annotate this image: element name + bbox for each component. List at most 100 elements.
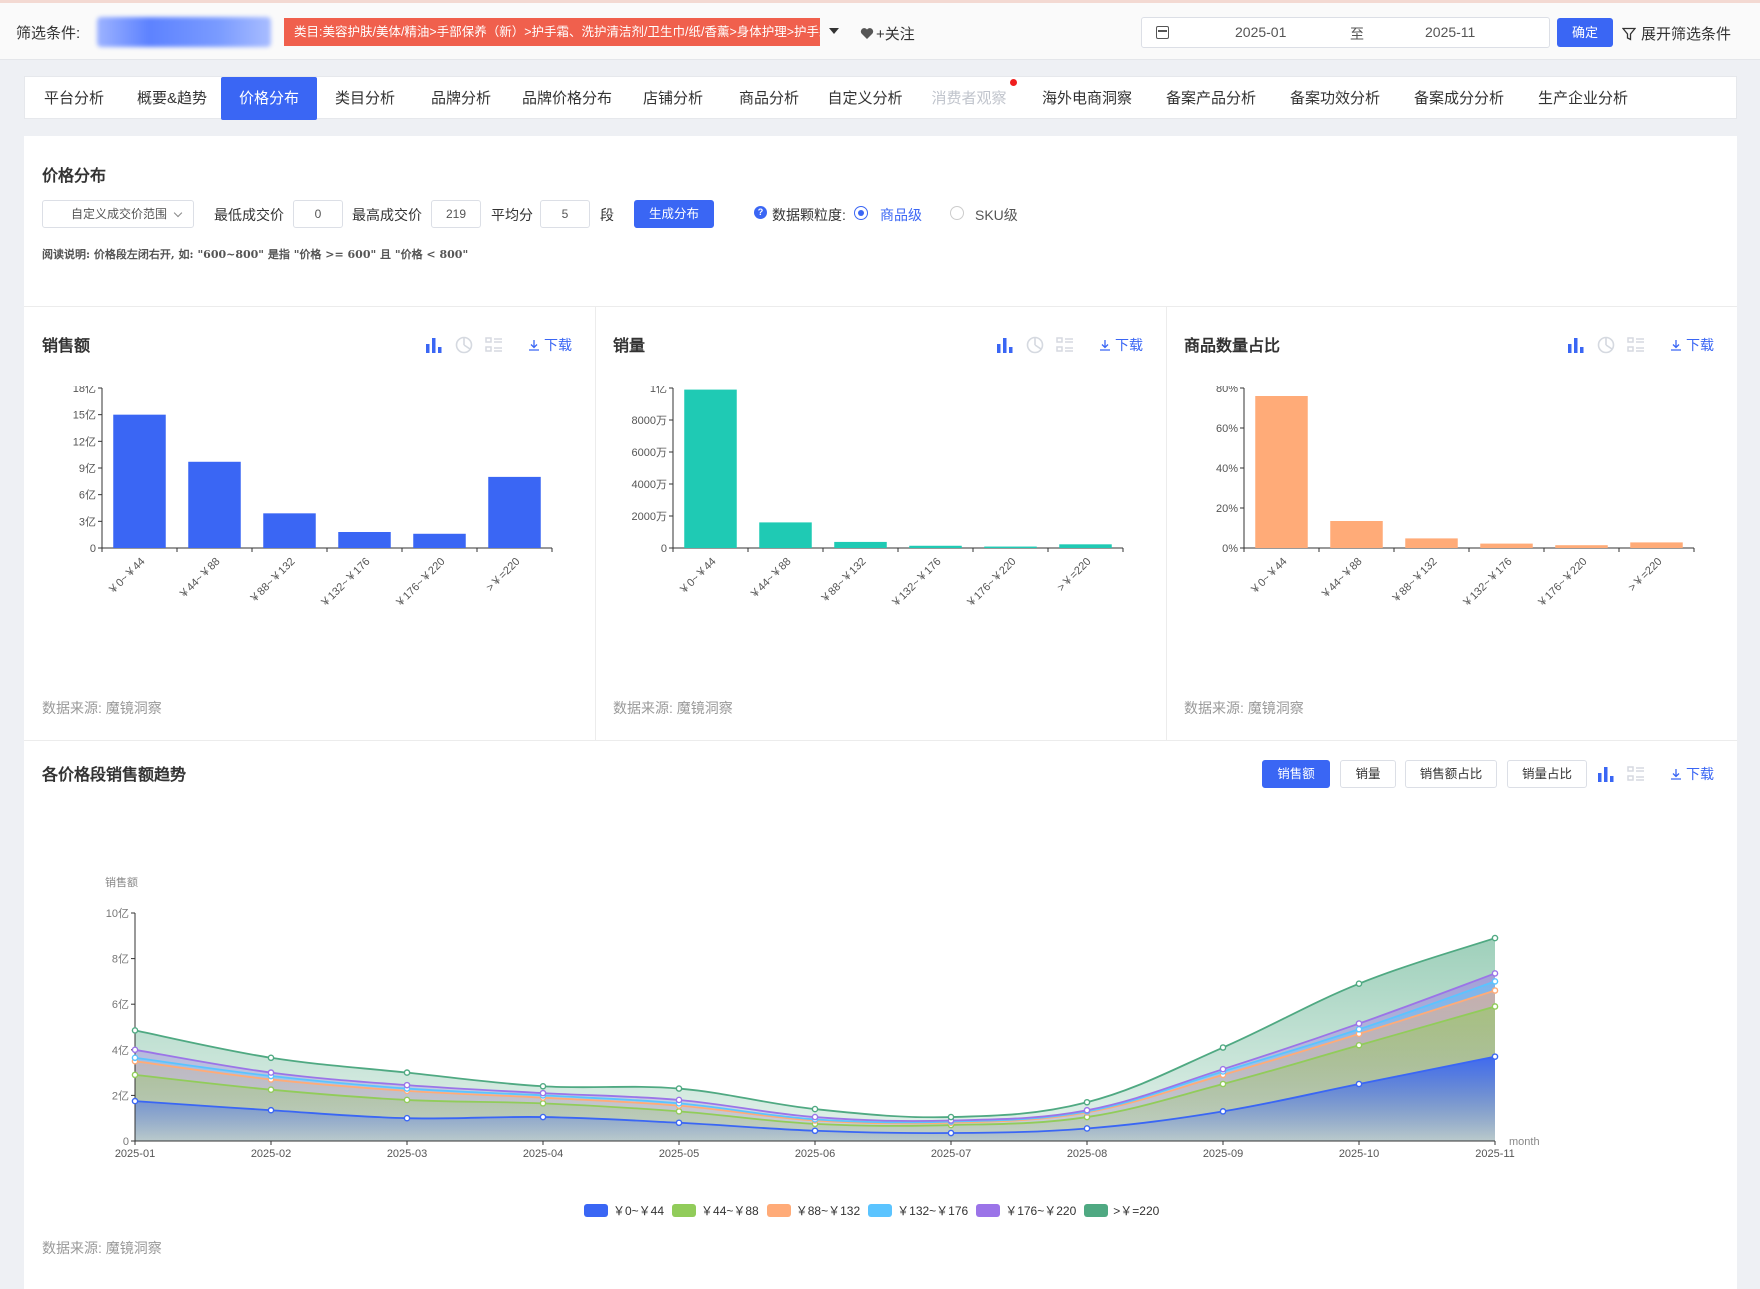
table-icon[interactable]: [484, 335, 504, 355]
download-button[interactable]: 下载: [1099, 335, 1143, 355]
radio-product-level[interactable]: [854, 206, 868, 220]
legend-item[interactable]: >￥=220: [1084, 1202, 1159, 1219]
tab-11[interactable]: 海外电商洞察: [1041, 90, 1132, 107]
pie-chart-icon[interactable]: [1025, 335, 1045, 355]
data-point: [539, 1082, 547, 1090]
tab-14[interactable]: 备案成分分析: [1413, 90, 1504, 107]
data-point: [675, 1119, 683, 1127]
legend-item[interactable]: ￥176~￥220: [976, 1202, 1076, 1219]
date-from[interactable]: 2025-01: [1235, 24, 1287, 40]
bar: [1555, 545, 1608, 548]
y-tick-label: 0%: [1222, 543, 1238, 555]
tab-10[interactable]: 消费者观察: [931, 90, 1007, 107]
tab-3[interactable]: 价格分布: [221, 77, 317, 120]
min-price-input[interactable]: 0: [293, 200, 343, 228]
y-tick-label: 0: [90, 543, 96, 555]
y-tick-label: 0: [123, 1136, 129, 1148]
follow-button[interactable]: +关注: [860, 23, 915, 44]
product-level-label[interactable]: 商品级: [880, 207, 922, 223]
max-price-label: 最高成交价: [352, 207, 422, 223]
y-tick-label: 9亿: [79, 462, 96, 475]
bar-chart-icon[interactable]: [424, 335, 444, 355]
download-button[interactable]: 下载: [1670, 764, 1714, 784]
legend-item[interactable]: ￥0~￥44: [584, 1202, 664, 1219]
tab-7[interactable]: 店铺分析: [642, 90, 703, 107]
price-range-select[interactable]: 自定义成交价范围: [42, 200, 194, 228]
metric-button-sales[interactable]: 销售额: [1262, 760, 1330, 788]
generate-distribution-button[interactable]: 生成分布: [634, 200, 714, 228]
legend-item[interactable]: ￥88~￥132: [766, 1202, 861, 1219]
download-button[interactable]: 下载: [528, 335, 572, 355]
tab-13[interactable]: 备案功效分析: [1289, 90, 1380, 107]
tab-6[interactable]: 品牌价格分布: [521, 90, 612, 107]
download-button[interactable]: 下载: [1670, 335, 1714, 355]
confirm-button[interactable]: 确定: [1557, 18, 1613, 47]
table-icon[interactable]: [1055, 335, 1075, 355]
pie-chart-icon[interactable]: [1596, 335, 1616, 355]
max-price-input[interactable]: 219: [431, 200, 481, 228]
download-icon: [529, 340, 539, 351]
table-icon[interactable]: [1626, 764, 1646, 784]
x-tick-label: ￥0~￥44: [677, 556, 719, 598]
tab-15[interactable]: 生产企业分析: [1537, 90, 1628, 107]
y-tick-label: 10亿: [106, 907, 129, 920]
x-tick-label: ￥44~￥88: [177, 556, 223, 602]
table-icon[interactable]: [1626, 335, 1646, 355]
x-tick-label: ￥44~￥88: [1319, 556, 1365, 602]
metric-button-volume-share[interactable]: 销量占比: [1507, 760, 1587, 788]
data-point: [267, 1086, 275, 1094]
caret-down-icon[interactable]: [829, 28, 839, 34]
tab-12[interactable]: 备案产品分析: [1165, 90, 1256, 107]
blurred-filter-chip[interactable]: [97, 17, 271, 47]
download-label: 下载: [544, 337, 572, 353]
bar-chart-icon[interactable]: [1566, 335, 1586, 355]
avg-split-label: 平均分: [491, 207, 533, 223]
bar-chart-icon[interactable]: [1596, 764, 1616, 784]
data-source: 数据来源: 魔镜洞察: [42, 700, 162, 716]
data-point: [267, 1106, 275, 1114]
tab-2[interactable]: 概要&趋势: [136, 90, 207, 107]
legend-label: ￥88~￥132: [795, 1204, 861, 1218]
filter-label: 筛选条件:: [16, 25, 81, 42]
legend-item[interactable]: ￥132~￥176: [868, 1202, 968, 1219]
sales-bar-chart: 0 3亿 6亿 9亿 12亿 15亿 18亿 ￥0~￥44 ￥44~￥88 ￥88~￥132 ￥13…: [73, 386, 553, 610]
trend-title: 各价格段销售额趋势: [42, 767, 187, 784]
heart-icon: [860, 28, 874, 39]
column-divider: [595, 306, 596, 740]
y-tick-label: 60%: [1216, 423, 1238, 435]
data-point: [1083, 1106, 1091, 1114]
radio-sku-level[interactable]: [950, 206, 964, 220]
category-filter-tag[interactable]: 类目:美容护肤/美体/精油>手部保养（新）>护手霜、洗护清洁剂/卫生巾/纸/香薰…: [284, 18, 820, 46]
help-icon[interactable]: ?: [754, 206, 767, 219]
tab-4[interactable]: 类目分析: [334, 90, 395, 107]
legend-label: ￥176~￥220: [1005, 1204, 1077, 1218]
volume-bar-chart: 0 2000万 4000万 6000万 8000万 1亿 ￥0~￥44 ￥44~￥88 ￥88~…: [632, 386, 1124, 610]
volume-chart-title: 销量: [613, 338, 646, 355]
column-divider: [1166, 306, 1167, 740]
data-point: [675, 1096, 683, 1104]
sku-level-label[interactable]: SKU级: [975, 207, 1018, 223]
y-tick-label: 0: [661, 543, 667, 555]
y-axis-title: 销售额: [105, 875, 138, 889]
notification-dot: [1010, 79, 1017, 86]
date-range-picker[interactable]: 2025-01 至 2025-11: [1141, 17, 1550, 48]
tab-1[interactable]: 平台分析: [43, 90, 104, 107]
pie-chart-icon[interactable]: [454, 335, 474, 355]
y-tick-label: 80%: [1216, 386, 1238, 395]
expand-filter-button[interactable]: 展开筛选条件: [1622, 23, 1731, 44]
tab-9[interactable]: 自定义分析: [827, 90, 903, 107]
metric-button-volume[interactable]: 销量: [1340, 760, 1396, 788]
metric-button-sales-share[interactable]: 销售额占比: [1405, 760, 1497, 788]
data-point: [1355, 1025, 1363, 1033]
section-divider: [24, 740, 1737, 741]
date-to[interactable]: 2025-11: [1425, 24, 1476, 40]
x-tick-label: ￥176~￥220: [1535, 556, 1590, 611]
bar-chart-icon[interactable]: [995, 335, 1015, 355]
legend-item[interactable]: ￥44~￥88: [672, 1202, 759, 1219]
tab-5[interactable]: 品牌分析: [430, 90, 491, 107]
tab-8[interactable]: 商品分析: [738, 90, 799, 107]
data-point: [1355, 1080, 1363, 1088]
segment-count-input[interactable]: 5: [540, 200, 590, 228]
filter-icon: [1622, 27, 1636, 41]
bar: [413, 533, 466, 548]
